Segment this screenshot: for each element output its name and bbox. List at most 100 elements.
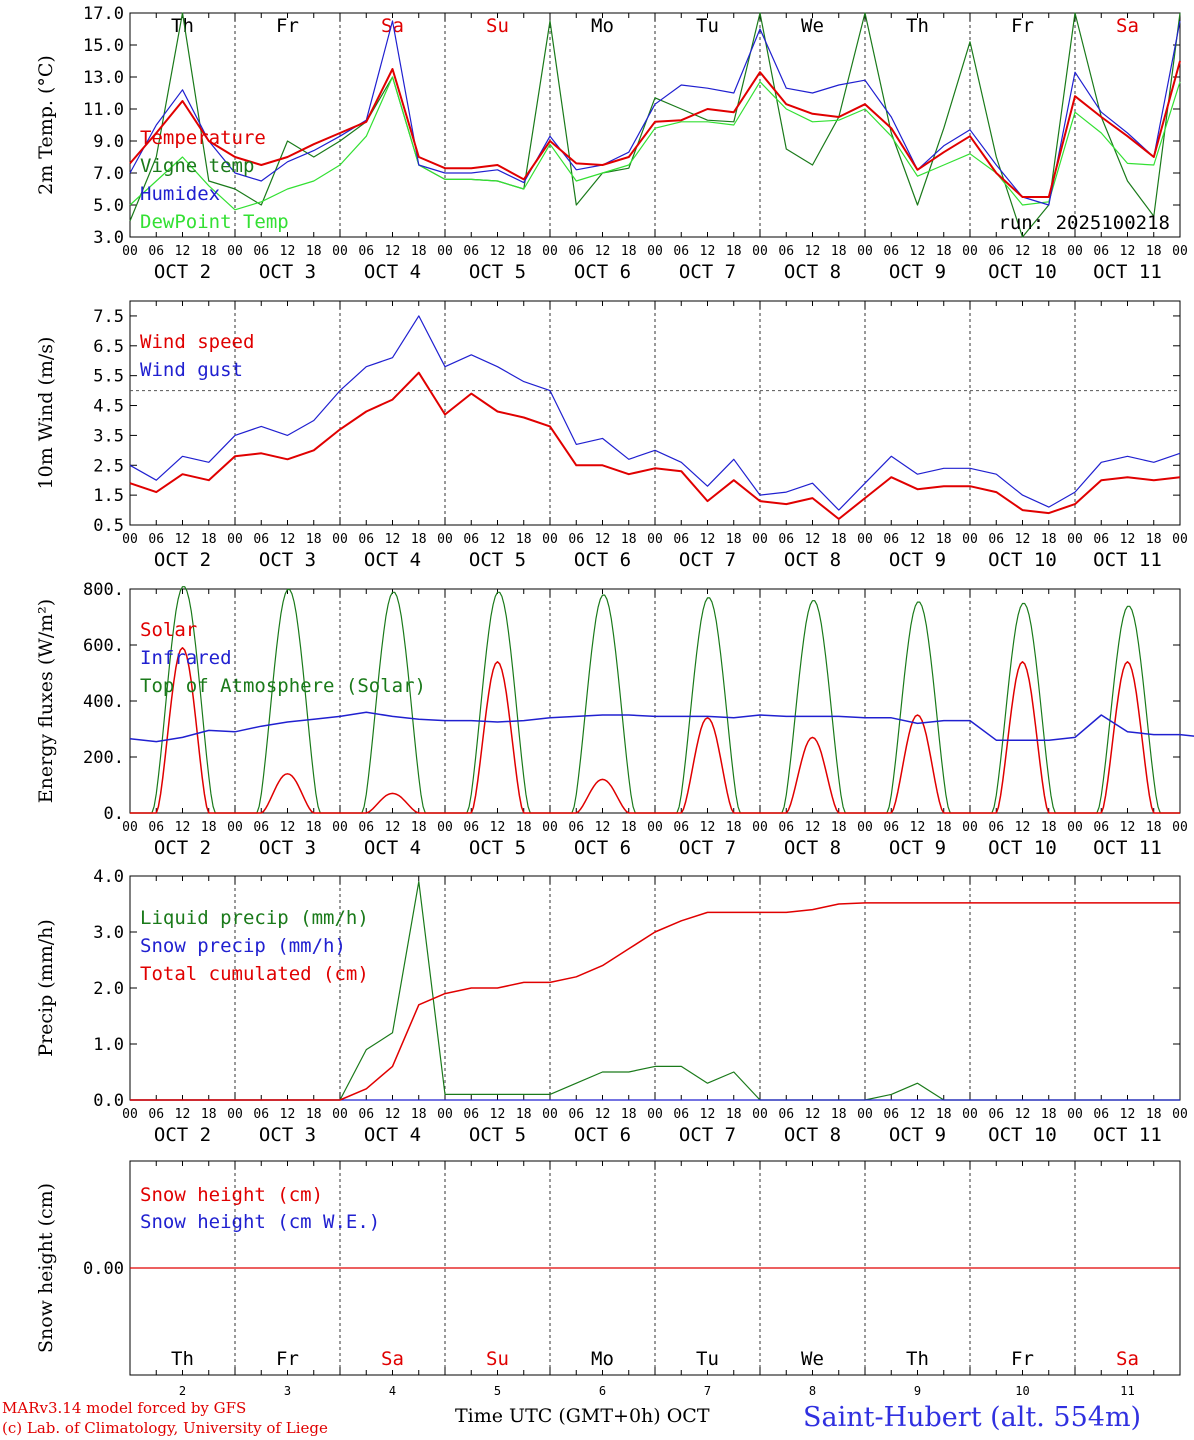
- hour-tick-label: 18: [306, 820, 322, 835]
- hour-tick-label: 06: [358, 532, 374, 547]
- weekday-label: Sa: [381, 15, 404, 37]
- y-tick-label: 4.0: [93, 867, 124, 887]
- weekday-label: Sa: [1116, 1348, 1139, 1370]
- day-number-label: 10: [1015, 1384, 1029, 1398]
- y-tick-label: 3.0: [93, 228, 124, 248]
- y-tick-label: 400.: [83, 692, 124, 712]
- date-label: OCT 8: [784, 549, 841, 571]
- day-number-label: 4: [389, 1384, 396, 1398]
- hour-tick-label: 06: [883, 244, 899, 259]
- date-label: OCT 10: [988, 1124, 1057, 1146]
- hour-tick-label: 00: [1067, 1107, 1083, 1122]
- hour-tick-label: 18: [726, 1107, 742, 1122]
- weekday-label: Fr: [276, 1348, 299, 1370]
- date-label: OCT 6: [574, 549, 631, 571]
- hour-tick-label: 06: [568, 820, 584, 835]
- hour-tick-label: 00: [752, 244, 768, 259]
- hour-tick-label: 12: [700, 532, 716, 547]
- hour-tick-label: 06: [568, 1107, 584, 1122]
- hour-tick-label: 06: [253, 244, 269, 259]
- day-number-label: 5: [494, 1384, 501, 1398]
- hour-tick-label: 06: [988, 820, 1004, 835]
- hour-tick-label: 12: [595, 244, 611, 259]
- hour-tick-label: 18: [726, 820, 742, 835]
- day-number-label: 7: [704, 1384, 711, 1398]
- hour-tick-label: 06: [568, 532, 584, 547]
- hour-tick-label: 06: [463, 532, 479, 547]
- hour-tick-label: 18: [831, 1107, 847, 1122]
- hour-tick-label: 06: [778, 1107, 794, 1122]
- hour-tick-label: 06: [988, 532, 1004, 547]
- hour-tick-label: 12: [700, 1107, 716, 1122]
- hour-tick-label: 00: [1172, 1107, 1188, 1122]
- weekday-label: We: [801, 1348, 824, 1370]
- hour-tick-label: 06: [1093, 244, 1109, 259]
- hour-tick-label: 18: [1146, 1107, 1162, 1122]
- hour-tick-label: 12: [490, 820, 506, 835]
- hour-tick-label: 00: [647, 1107, 663, 1122]
- hour-tick-label: 00: [542, 532, 558, 547]
- hour-tick-label: 12: [910, 820, 926, 835]
- date-label: OCT 3: [259, 549, 316, 571]
- hour-tick-label: 18: [201, 1107, 217, 1122]
- hour-tick-label: 00: [1067, 820, 1083, 835]
- plot-frame: [129, 12, 1181, 238]
- run-annotation: run: 2025100218: [998, 212, 1170, 234]
- weekday-label: Th: [906, 15, 929, 37]
- hour-tick-label: 18: [306, 244, 322, 259]
- hour-tick-label: 06: [673, 820, 689, 835]
- y-tick-label: 2.0: [93, 979, 124, 999]
- y-tick-label: 800.: [83, 580, 124, 600]
- hour-tick-label: 18: [411, 820, 427, 835]
- y-tick-label: 0.: [104, 804, 124, 824]
- weekday-label: Th: [906, 1348, 929, 1370]
- weekday-label: Mo: [591, 1348, 614, 1370]
- panel-3: 0. 200. 400. 600. 800. Energy fluxes (W/m²) 00…: [35, 580, 1194, 859]
- date-label: OCT 9: [889, 549, 946, 571]
- hour-tick-label: 06: [253, 1107, 269, 1122]
- hour-tick-label: 06: [148, 244, 164, 259]
- date-label: OCT 3: [259, 837, 316, 859]
- time-axis-label: Time UTC (GMT+0h) OCT: [455, 1405, 710, 1427]
- hour-tick-label: 06: [253, 532, 269, 547]
- model-credit: MARv3.14 model forced by GFS: [2, 1399, 247, 1417]
- y-tick-label: 200.: [83, 748, 124, 768]
- hour-tick-label: 06: [358, 1107, 374, 1122]
- hour-tick-label: 00: [857, 820, 873, 835]
- hour-tick-label: 18: [411, 1107, 427, 1122]
- hour-tick-label: 00: [857, 532, 873, 547]
- hour-tick-label: 18: [726, 532, 742, 547]
- hour-tick-label: 18: [831, 532, 847, 547]
- hour-tick-label: 12: [595, 1107, 611, 1122]
- hour-tick-label: 00: [122, 532, 138, 547]
- y-tick-label: 6.5: [93, 337, 124, 357]
- hour-tick-label: 18: [831, 244, 847, 259]
- date-label: OCT 5: [469, 1124, 526, 1146]
- panel-1: 3.0 5.0 7.0 9.0 11.0 13.0 15.0 17.0 2m Temp. (°C…: [35, 4, 1188, 283]
- legend-entry: Liquid precip (mm/h): [140, 907, 369, 929]
- weekday-label: We: [801, 15, 824, 37]
- hour-tick-label: 00: [332, 244, 348, 259]
- weekday-label: Fr: [276, 15, 299, 37]
- legend-entry: Solar: [140, 619, 197, 641]
- hour-tick-label: 18: [201, 532, 217, 547]
- hour-tick-label: 00: [437, 1107, 453, 1122]
- hour-tick-label: 06: [778, 244, 794, 259]
- station-title: Saint-Hubert (alt. 554m): [803, 1402, 1142, 1433]
- y-tick-label: 4.5: [93, 397, 124, 417]
- hour-tick-label: 06: [883, 1107, 899, 1122]
- hour-tick-label: 00: [1172, 532, 1188, 547]
- weekday-label: Th: [171, 1348, 194, 1370]
- y-tick-label: 13.0: [83, 68, 124, 88]
- hour-tick-label: 18: [936, 1107, 952, 1122]
- hour-tick-label: 12: [910, 1107, 926, 1122]
- hour-tick-label: 00: [1172, 244, 1188, 259]
- hour-tick-label: 00: [122, 820, 138, 835]
- weekday-label: Mo: [591, 15, 614, 37]
- series-line-wind-speed: [129, 371, 1181, 520]
- date-label: OCT 2: [154, 837, 211, 859]
- series-line-temperature: [129, 60, 1181, 198]
- legend-entry: Humidex: [140, 183, 220, 205]
- hour-tick-label: 00: [542, 244, 558, 259]
